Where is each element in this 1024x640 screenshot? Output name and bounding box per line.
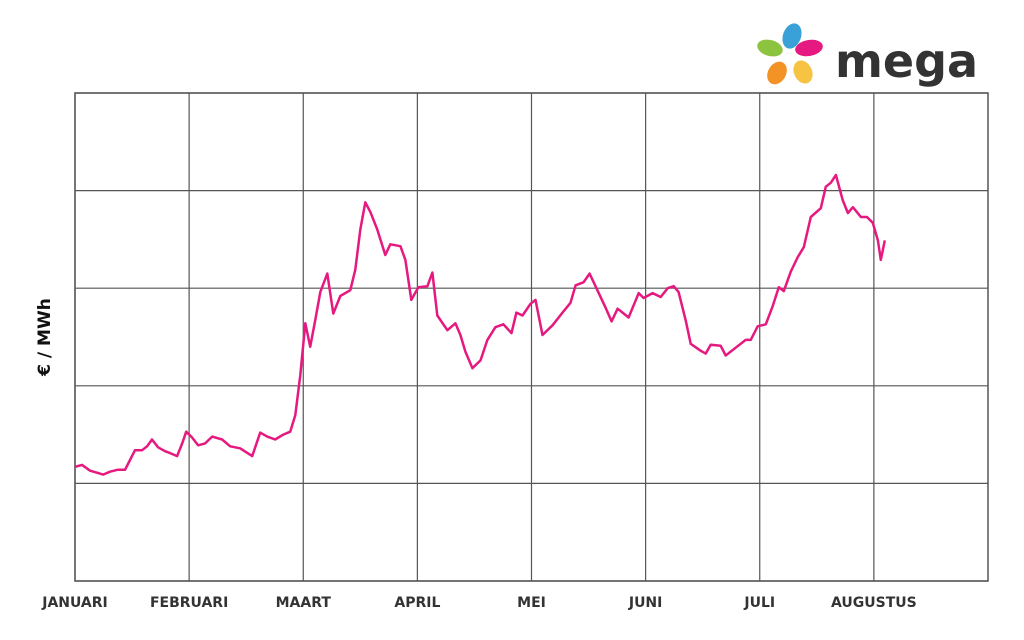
logo-blob xyxy=(782,23,802,49)
x-tick-label: MEI xyxy=(517,595,546,611)
logo-blob xyxy=(767,61,787,85)
price-line xyxy=(74,173,887,476)
logo-blob xyxy=(793,60,813,84)
x-tick-label: AUGUSTUS xyxy=(831,595,917,611)
logo-blob xyxy=(757,39,783,57)
logo: mega xyxy=(757,23,978,88)
x-tick-label: JUNI xyxy=(628,595,663,611)
x-tick-label: FEBRUARI xyxy=(150,595,228,611)
logo-text: mega xyxy=(835,34,978,88)
x-tick-label: APRIL xyxy=(394,595,440,611)
x-tick-label: JANUARI xyxy=(41,595,108,611)
x-tick-label: MAART xyxy=(276,595,332,611)
logo-blob xyxy=(795,39,823,57)
x-tick-label: JULI xyxy=(743,595,775,611)
y-axis-label: € / MWh xyxy=(35,298,55,377)
